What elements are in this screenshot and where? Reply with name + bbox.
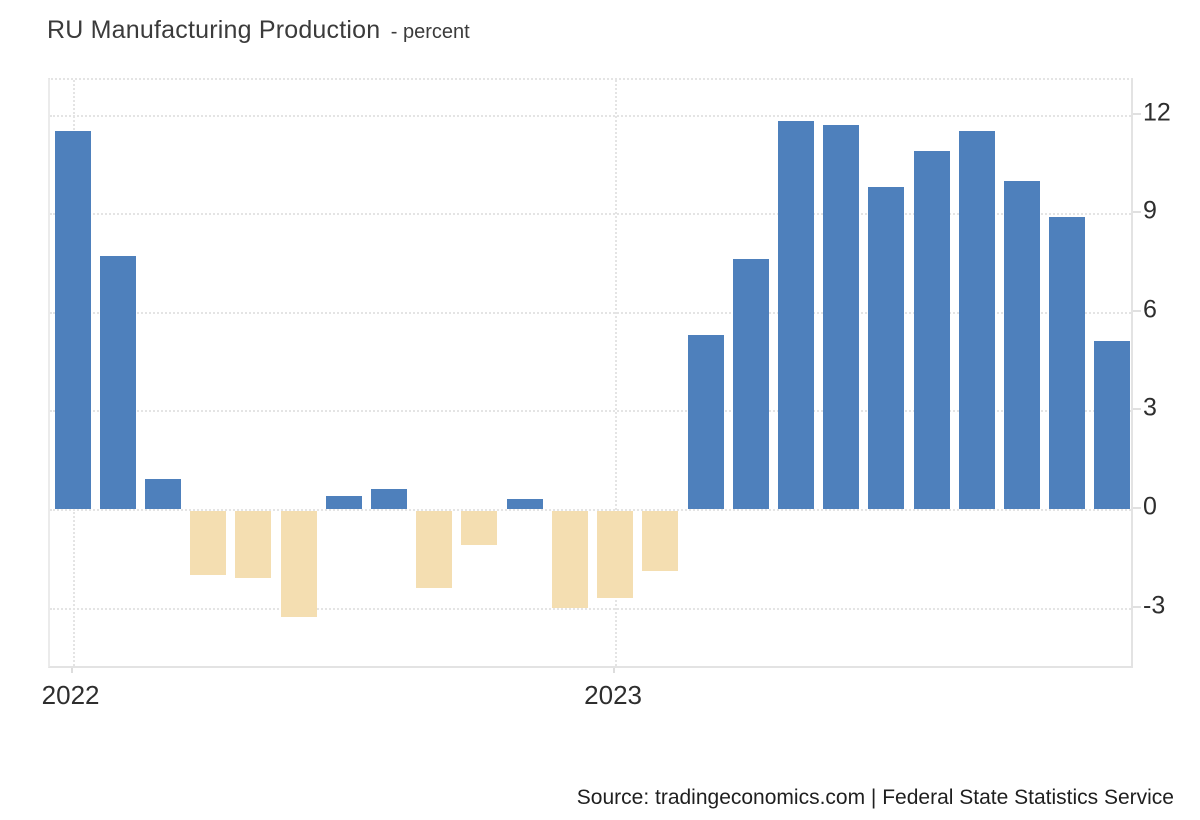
y-tick-mark--3 bbox=[1133, 605, 1141, 608]
bar-2023-02[interactable] bbox=[642, 511, 679, 572]
y-tick-mark-12 bbox=[1133, 112, 1141, 115]
chart-header: RU Manufacturing Production - percent bbox=[47, 16, 470, 45]
bar-2022-05[interactable] bbox=[235, 511, 272, 578]
h-gridline-3 bbox=[50, 410, 1131, 413]
bar-2022-08[interactable] bbox=[371, 489, 408, 510]
bar-2022-07[interactable] bbox=[325, 495, 362, 510]
y-axis-tick-label-12: 12 bbox=[1143, 98, 1171, 127]
bar-2023-01[interactable] bbox=[597, 511, 634, 598]
bar-2022-03[interactable] bbox=[145, 479, 182, 510]
h-gridline-9 bbox=[50, 213, 1131, 216]
h-gridline-6 bbox=[50, 311, 1131, 314]
bar-2023-07[interactable] bbox=[868, 187, 905, 510]
bar-2022-01[interactable] bbox=[54, 131, 91, 510]
h-gridline--3 bbox=[50, 607, 1131, 610]
bar-2022-04[interactable] bbox=[190, 511, 227, 575]
y-axis-tick-label-0: 0 bbox=[1143, 492, 1157, 521]
bar-2022-11[interactable] bbox=[506, 499, 543, 510]
bar-2023-06[interactable] bbox=[823, 124, 860, 510]
bar-2022-10[interactable] bbox=[461, 511, 498, 546]
bar-2023-12[interactable] bbox=[1094, 341, 1131, 510]
y-tick-mark-9 bbox=[1133, 211, 1141, 214]
x-axis-tick-label-2023: 2023 bbox=[584, 680, 643, 710]
bar-2023-10[interactable] bbox=[1003, 180, 1040, 510]
x-tick-mark-2023 bbox=[613, 668, 616, 673]
bar-2023-04[interactable] bbox=[732, 259, 769, 510]
y-tick-mark-6 bbox=[1133, 309, 1141, 312]
bar-2022-12[interactable] bbox=[551, 511, 588, 608]
bar-chart-plot-area bbox=[48, 78, 1133, 668]
h-gridline-0 bbox=[50, 509, 1131, 512]
page-title: RU Manufacturing Production bbox=[47, 16, 381, 44]
bar-2023-09[interactable] bbox=[958, 131, 995, 510]
bar-2022-06[interactable] bbox=[280, 511, 317, 618]
y-tick-mark-3 bbox=[1133, 408, 1141, 411]
x-axis-tick-label-2022: 2022 bbox=[41, 680, 100, 710]
bar-2023-03[interactable] bbox=[687, 334, 724, 510]
h-gridline-12 bbox=[50, 114, 1131, 117]
chart-unit-label: - percent bbox=[390, 21, 470, 43]
y-tick-mark-0 bbox=[1133, 507, 1141, 510]
y-axis-tick-label-6: 6 bbox=[1143, 295, 1157, 324]
y-axis-tick-label--3: -3 bbox=[1143, 591, 1166, 620]
bar-2022-02[interactable] bbox=[99, 256, 136, 510]
y-axis-tick-label-9: 9 bbox=[1143, 196, 1157, 225]
bar-2023-11[interactable] bbox=[1049, 216, 1086, 510]
source-credit: Source: tradingeconomics.com | Federal S… bbox=[576, 786, 1174, 809]
y-axis-tick-label-3: 3 bbox=[1143, 393, 1157, 422]
bar-2023-05[interactable] bbox=[777, 121, 814, 510]
x-tick-mark-2022 bbox=[70, 668, 73, 673]
bar-2023-08[interactable] bbox=[913, 150, 950, 510]
v-gridline-2023 bbox=[615, 80, 618, 666]
bar-2022-09[interactable] bbox=[416, 511, 453, 588]
